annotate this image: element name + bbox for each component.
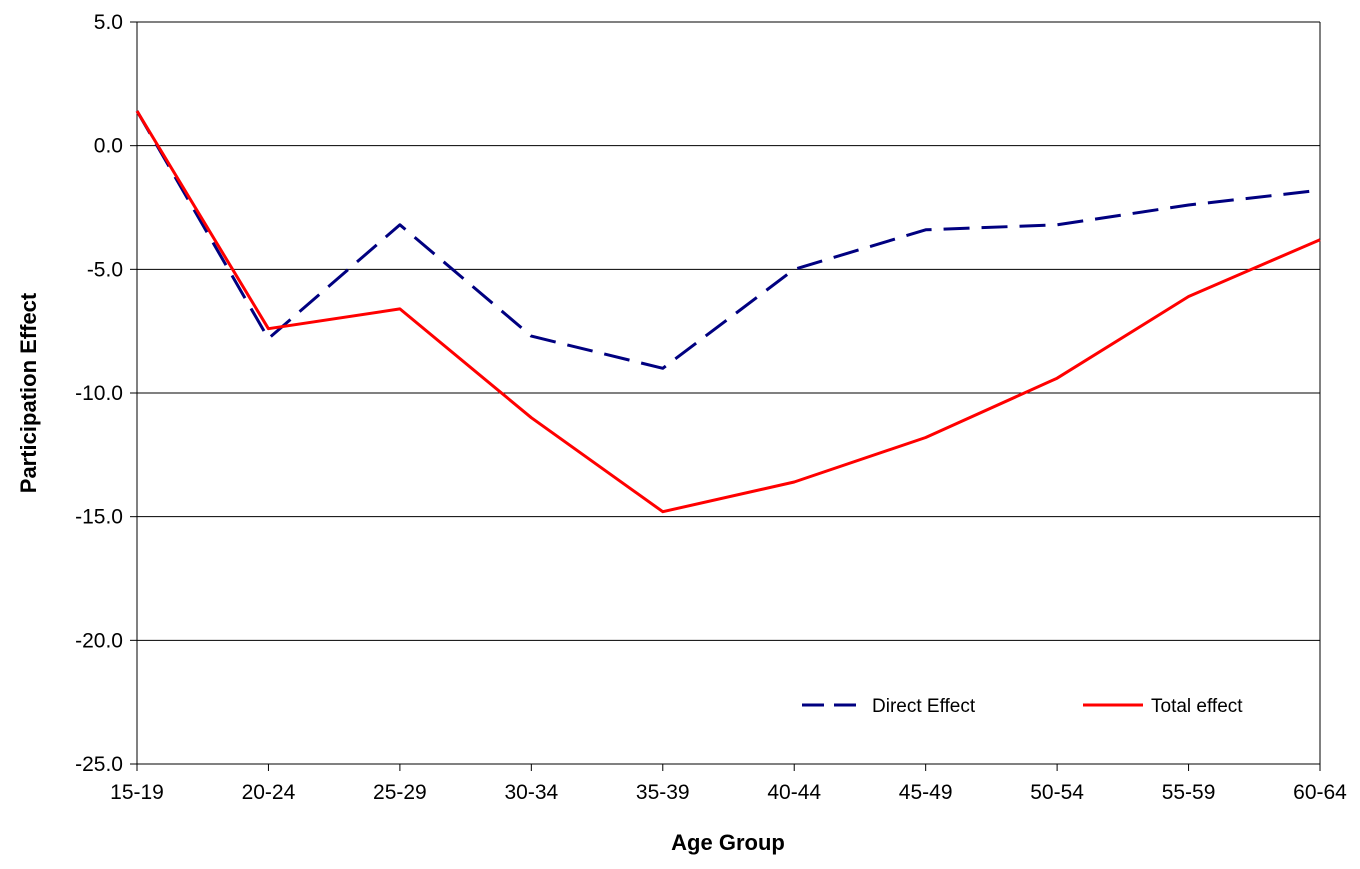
series-line-total-effect (135, 110, 1321, 514)
x-tick-label: 35-39 (636, 781, 690, 804)
legend-item-direct-effect: Direct Effect (802, 696, 976, 717)
legend-label-direct-effect: Direct Effect (872, 696, 976, 717)
x-tick-label: 30-34 (504, 781, 558, 804)
x-tick-label: 40-44 (767, 781, 821, 804)
x-tick-label: 50-54 (1030, 781, 1084, 804)
x-tick-label: 55-59 (1162, 781, 1216, 804)
series-line-direct-effect (135, 110, 1321, 370)
y-tick-label: -5.0 (87, 258, 123, 281)
tick-labels: 5.0 0.0 -5.0 -10.0 -15.0 -20.0 -25.0 15-19 20-24… (75, 11, 1347, 804)
x-tick-label: 45-49 (899, 781, 953, 804)
legend-item-total-effect: Total effect (1083, 696, 1243, 717)
y-tick-label: 5.0 (94, 11, 123, 34)
y-tick-label: -10.0 (75, 382, 123, 405)
y-tick-label: -15.0 (75, 506, 123, 529)
series-lines (135, 110, 1321, 514)
y-axis-title: Participation Effect (16, 292, 41, 493)
x-tick-label: 20-24 (242, 781, 296, 804)
y-tick-label: -20.0 (75, 629, 123, 652)
legend: Direct Effect Total effect (802, 696, 1243, 717)
legend-label-total-effect: Total effect (1151, 696, 1243, 717)
y-tick-label: 0.0 (94, 135, 123, 158)
gridlines (137, 21, 1320, 641)
x-tick-label: 25-29 (373, 781, 427, 804)
x-axis-title: Age Group (671, 830, 785, 855)
y-tick-label: -25.0 (75, 753, 123, 776)
axes (130, 21, 1321, 771)
x-tick-label: 60-64 (1293, 781, 1347, 804)
x-tick-label: 15-19 (110, 781, 164, 804)
